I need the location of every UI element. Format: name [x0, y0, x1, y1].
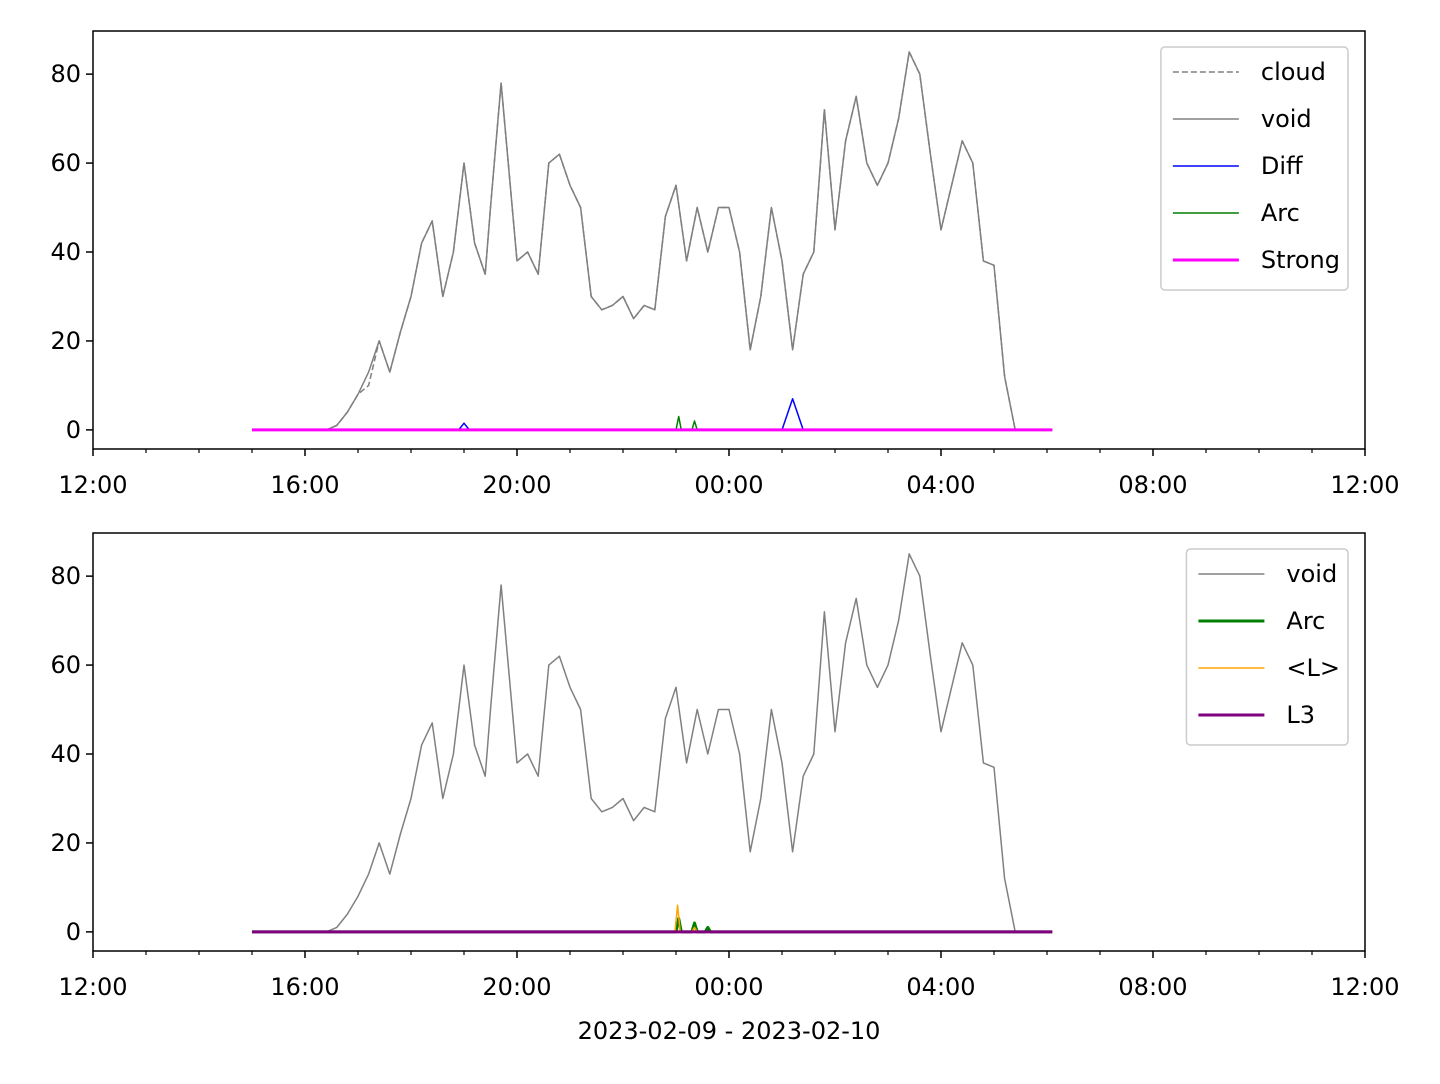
x-tick-label: 04:00 [906, 973, 975, 1001]
y-tick-label: 0 [66, 416, 81, 444]
x-tick-label: 12:00 [1330, 471, 1399, 499]
x-tick-label: 12:00 [58, 973, 127, 1001]
legend-label: Arc [1286, 607, 1325, 635]
x-tick-label: 00:00 [694, 471, 763, 499]
line-series [252, 51, 1016, 431]
x-axis-label: 2023-02-09 - 2023-02-10 [578, 1017, 881, 1045]
line-series [252, 553, 1016, 933]
legend-box [1185, 548, 1349, 746]
legend-label: void [1286, 560, 1337, 588]
x-tick-label: 16:00 [270, 973, 339, 1001]
y-tick-label: 60 [50, 651, 81, 679]
line-series [252, 904, 1053, 933]
plot-area [252, 553, 1053, 934]
legend-label: Arc [1261, 199, 1300, 227]
x-tick-label: 04:00 [906, 471, 975, 499]
y-tick-label: 40 [50, 740, 81, 768]
x-tick-label: 08:00 [1118, 973, 1187, 1001]
y-tick-label: 80 [50, 60, 81, 88]
y-tick-label: 60 [50, 149, 81, 177]
y-tick-label: 80 [50, 562, 81, 590]
x-tick-label: 16:00 [270, 471, 339, 499]
line-series [252, 398, 1053, 431]
line-series [252, 917, 1053, 934]
y-tick-label: 20 [50, 829, 81, 857]
legend-label: <L> [1286, 654, 1340, 682]
line-series [252, 415, 1053, 431]
x-tick-label: 20:00 [482, 471, 551, 499]
x-tick-label: 12:00 [1330, 973, 1399, 1001]
x-tick-label: 12:00 [58, 471, 127, 499]
x-tick-label: 08:00 [1118, 471, 1187, 499]
x-tick-label: 20:00 [482, 973, 551, 1001]
legend-label: void [1261, 105, 1312, 133]
axes-frame [92, 30, 1366, 450]
axes-frame [92, 532, 1366, 952]
legend-box [1160, 46, 1349, 291]
y-tick-label: 20 [50, 327, 81, 355]
legend-label: cloud [1261, 58, 1326, 86]
legend-label: Diff [1261, 152, 1303, 180]
legend: void Arc <L> L3 [1185, 548, 1349, 746]
plot-area [252, 51, 1053, 432]
legend: cloud void Diff Arc Strong [1160, 46, 1349, 291]
y-tick-label: 0 [66, 918, 81, 946]
legend-label: L3 [1286, 701, 1315, 729]
y-tick-label: 40 [50, 238, 81, 266]
x-tick-label: 00:00 [694, 973, 763, 1001]
legend-label: Strong [1261, 246, 1340, 274]
